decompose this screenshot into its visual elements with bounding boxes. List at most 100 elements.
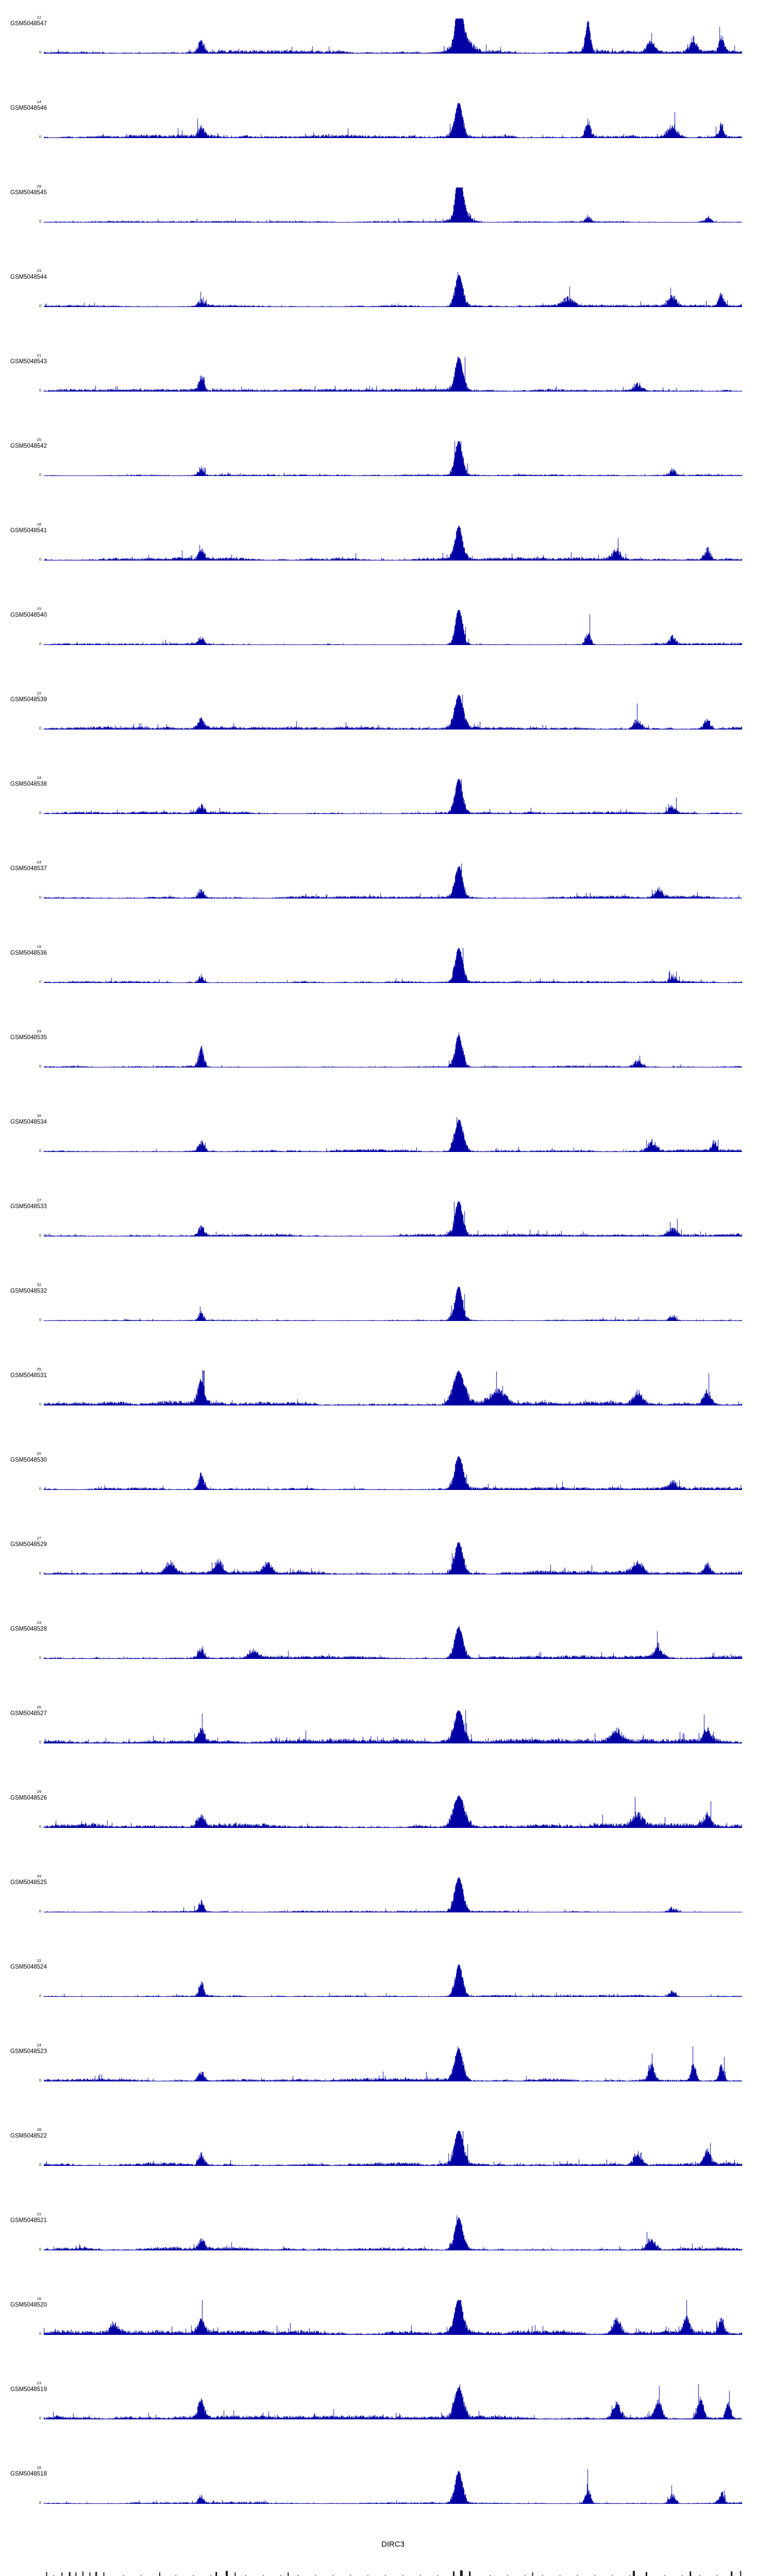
track-sample-label: GSM5048524 [10,1964,47,1970]
track-ymax-label: 19 [37,944,41,949]
coverage-signal-plot [44,441,742,476]
gene-name-label: DIRC3 [381,2540,405,2549]
signal-track-row: GSM5048524 22 0 [0,1956,773,2040]
coverage-signal-plot [44,779,742,814]
coverage-signal-plot [44,1539,742,1574]
signal-track-row: GSM5048547 12 0 [0,12,773,97]
track-sample-label: GSM5048536 [10,950,47,956]
coverage-signal-plot [44,948,742,983]
track-ymin-label: 0 [39,1064,41,1069]
track-sample-label: GSM5048521 [10,2217,47,2224]
track-ymax-label: 28 [37,2127,41,2132]
track-ymax-label: 23 [37,1620,41,1625]
signal-track-row: GSM5048527 26 0 [0,1702,773,1787]
signal-track-row: GSM5048539 22 0 [0,688,773,773]
track-ymin-label: 0 [39,1824,41,1829]
coverage-signal-plot [44,526,742,561]
track-ymax-label: 27 [37,1536,41,1540]
track-ymax-label: 29 [37,1874,41,1878]
coverage-signal-plot [44,2046,742,2081]
signal-track-row: GSM5048521 21 0 [0,2209,773,2294]
track-ymin-label: 0 [39,1993,41,1998]
track-ymax-label: 23 [37,2381,41,2385]
track-sample-label: GSM5048531 [10,1372,47,1379]
track-ymax-label: 24 [37,775,41,780]
track-ymin-label: 0 [39,134,41,139]
signal-track-row: GSM5048541 18 0 [0,519,773,604]
track-sample-label: GSM5048519 [10,2386,47,2393]
track-ymax-label: 15 [37,606,41,611]
track-ymax-label: 32 [37,1282,41,1287]
signal-track-row: GSM5048523 24 0 [0,2040,773,2125]
signal-track-row: GSM5048542 25 0 [0,435,773,519]
track-ymax-label: 24 [37,860,41,865]
signal-track-row: GSM5048532 32 0 [0,1280,773,1364]
track-ymax-label: 14 [37,99,41,104]
signal-track-row: GSM5048525 29 0 [0,1871,773,1956]
track-sample-label: GSM5048518 [10,2471,47,2477]
signal-track-row: GSM5048536 19 0 [0,942,773,1026]
gene-model-track [46,2570,742,2576]
track-ymin-label: 0 [39,303,41,308]
coverage-signal-plot [44,1117,742,1152]
coverage-signal-plot [44,19,742,54]
coverage-signal-plot [44,1032,742,1067]
track-sample-label: GSM5048530 [10,1457,47,1463]
track-sample-label: GSM5048520 [10,2302,47,2308]
track-ymax-label: 21 [37,353,41,358]
track-ymin-label: 0 [39,2500,41,2505]
signal-track-row: GSM5048529 27 0 [0,1533,773,1618]
signal-track-row: GSM5048540 15 0 [0,604,773,688]
coverage-signal-plot [44,2300,742,2335]
track-sample-label: GSM5048547 [10,21,47,27]
track-ymax-label: 18 [37,522,41,527]
coverage-signal-plot [44,1455,742,1490]
track-sample-label: GSM5048525 [10,1879,47,1886]
track-sample-label: GSM5048537 [10,866,47,872]
track-ymin-label: 0 [39,1317,41,1322]
track-sample-label: GSM5048540 [10,612,47,618]
track-ymin-label: 0 [39,2078,41,2082]
track-ymax-label: 16 [37,2296,41,2301]
track-sample-label: GSM5048534 [10,1119,47,1125]
track-ymax-label: 22 [37,691,41,696]
signal-track-row: GSM5048519 23 0 [0,2378,773,2463]
track-sample-label: GSM5048526 [10,1795,47,1801]
coverage-signal-plot [44,1962,742,1997]
track-sample-label: GSM5048543 [10,359,47,365]
track-ymin-label: 0 [39,1402,41,1406]
track-sample-label: GSM5048541 [10,528,47,534]
track-ymax-label: 27 [37,1198,41,1202]
track-ymin-label: 0 [39,472,41,477]
track-sample-label: GSM5048546 [10,105,47,111]
coverage-signal-plot [44,2469,742,2504]
signal-track-row: GSM5048520 16 0 [0,2294,773,2378]
track-ymax-label: 21 [37,2212,41,2216]
track-sample-label: GSM5048532 [10,1288,47,1294]
track-sample-label: GSM5048539 [10,697,47,703]
track-ymax-label: 25 [37,1367,41,1371]
track-sample-label: GSM5048522 [10,2133,47,2139]
track-ymin-label: 0 [39,1148,41,1153]
signal-track-row: GSM5048545 29 0 [0,181,773,266]
coverage-signal-plot [44,1286,742,1321]
track-ymin-label: 0 [39,2416,41,2420]
coverage-signal-plot [44,2384,742,2419]
coverage-signal-plot [44,103,742,138]
coverage-signal-plot [44,357,742,392]
track-ymax-label: 18 [37,2465,41,2470]
track-sample-label: GSM5048535 [10,1035,47,1041]
track-ymin-label: 0 [39,895,41,900]
track-ymin-label: 0 [39,219,41,224]
track-ymin-label: 0 [39,979,41,984]
coverage-signal-plot [44,1370,742,1405]
track-ymax-label: 24 [37,2043,41,2047]
coverage-signal-plot [44,272,742,307]
coverage-signal-plot [44,188,742,223]
signal-track-row: GSM5048535 33 0 [0,1026,773,1111]
coverage-signal-plot [44,1624,742,1659]
signal-track-row: GSM5048531 25 0 [0,1364,773,1449]
track-ymin-label: 0 [39,557,41,562]
coverage-signal-plot [44,2131,742,2166]
